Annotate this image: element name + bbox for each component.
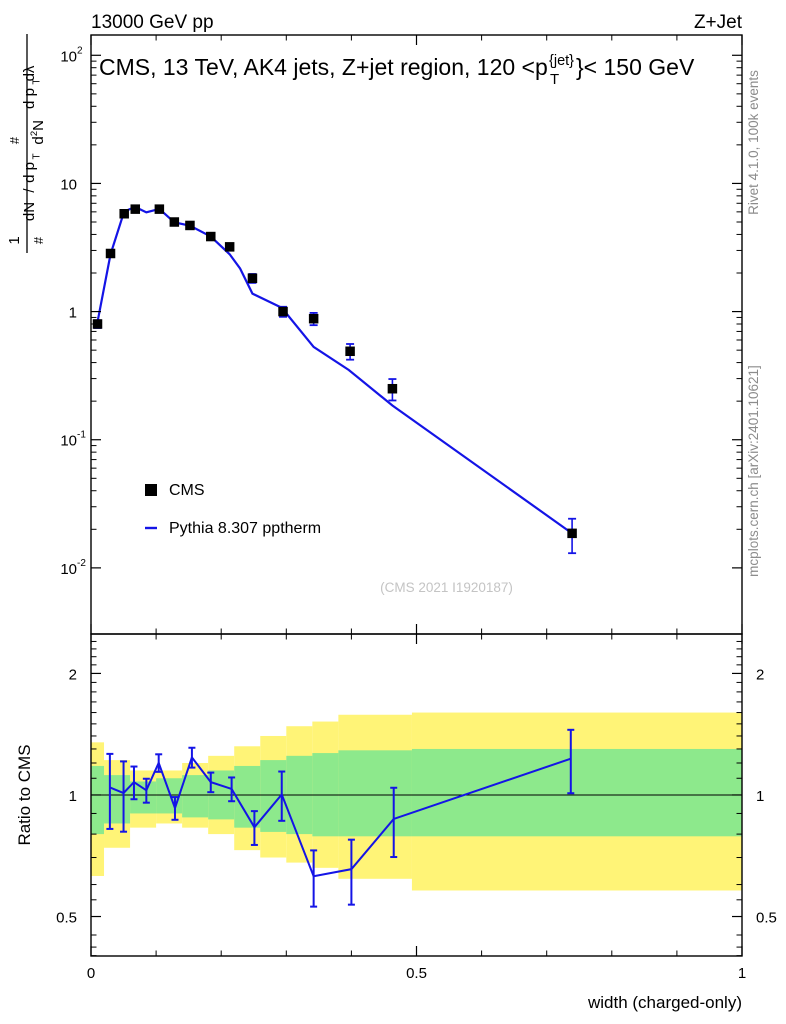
svg-text:width (charged-only): width (charged-only) [587,993,742,1012]
svg-text:d p: d p [21,88,38,109]
svg-text:T: T [32,153,43,159]
svg-text:d p: d p [21,162,38,183]
svg-text:-1: -1 [77,430,86,441]
svg-text:1: 1 [69,305,77,322]
svg-text:1: 1 [756,788,764,805]
svg-text:2: 2 [77,45,83,56]
svg-text:10: 10 [60,48,77,65]
svg-text:10: 10 [60,561,77,578]
svg-text:N: N [30,120,47,131]
svg-text:1: 1 [69,788,77,805]
svg-text:13000 GeV pp: 13000 GeV pp [91,12,214,33]
svg-text:-2: -2 [77,558,86,569]
svg-text:2: 2 [69,666,77,683]
svg-text:#: # [31,236,46,244]
svg-text:Ratio to CMS: Ratio to CMS [15,744,34,845]
svg-text:}< 150 GeV: }< 150 GeV [576,54,695,80]
svg-text:mcplots.cern.ch [arXiv:2401.10: mcplots.cern.ch [arXiv:2401.10621] [746,365,761,577]
svg-text:0.5: 0.5 [406,965,427,982]
svg-text:CMS: CMS [169,482,205,499]
svg-text:T: T [550,71,559,88]
svg-text:dλ: dλ [21,65,38,81]
svg-text:Rivet 4.1.0, 100k events: Rivet 4.1.0, 100k events [746,70,761,215]
svg-text:10: 10 [60,176,77,193]
svg-text:Pythia 8.307 pptherm: Pythia 8.307 pptherm [169,520,321,537]
svg-text:#: # [7,136,22,144]
svg-text:1: 1 [738,965,746,982]
svg-text:10: 10 [60,433,77,450]
svg-text:d: d [30,136,47,144]
svg-text:{jet}: {jet} [549,53,574,69]
svg-text:2: 2 [756,666,764,683]
svg-text:1: 1 [6,236,23,244]
svg-text:CMS, 13 TeV, AK4 jets, Z+jet r: CMS, 13 TeV, AK4 jets, Z+jet region, 120… [99,54,548,80]
svg-text:0: 0 [87,965,95,982]
svg-text:(CMS 2021 I1920187): (CMS 2021 I1920187) [380,580,513,595]
svg-text:Z+Jet: Z+Jet [694,12,743,33]
svg-text:0.5: 0.5 [756,910,777,927]
svg-text:0.5: 0.5 [56,910,77,927]
svg-text:dN: dN [21,202,38,221]
